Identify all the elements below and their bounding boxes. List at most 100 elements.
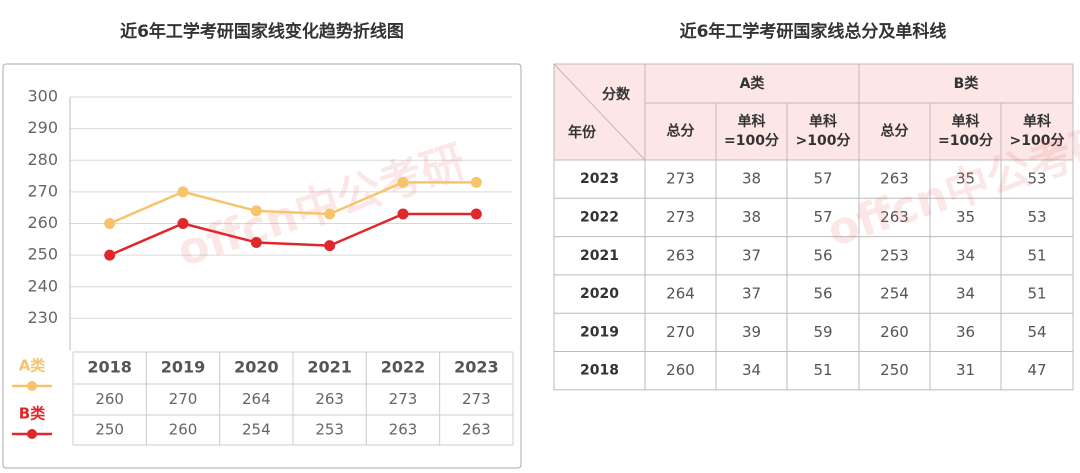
table-cell: 34 [956,246,975,264]
table-cell: 57 [813,208,832,226]
y-tick-label: 300 [27,87,58,106]
value-label: 253 [315,421,344,439]
x-tick-label: 2019 [161,358,206,377]
value-label: 250 [95,421,124,439]
data-point [397,176,409,188]
legend-label: B类 [19,405,46,423]
data-point [177,186,189,198]
table-cell: 57 [813,170,832,188]
table-cell: 263 [666,246,695,264]
y-tick-label: 270 [27,181,58,200]
table-cell: 253 [880,246,909,264]
value-label: 254 [242,421,271,439]
table-cell: 270 [666,323,695,341]
table-cell: 39 [742,323,761,341]
column-header: 单科 [952,113,980,130]
value-label: 263 [462,421,491,439]
x-tick-label: 2023 [454,358,499,377]
x-tick-label: 2018 [87,358,132,377]
series-line [109,181,477,225]
column-header: 总分 [881,123,909,140]
table-cell: 51 [1027,246,1046,264]
legend-marker [27,429,37,439]
x-tick-label: 2020 [234,358,279,377]
table-cell: 35 [956,170,975,188]
table-cell: 264 [666,285,695,303]
group-header: A类 [740,75,766,92]
y-tick-label: 230 [27,308,58,327]
y-tick-label: 240 [27,276,58,295]
value-label: 263 [389,421,418,439]
table-cell: 34 [742,361,761,379]
table-cell: 37 [742,246,761,264]
table-cell: 263 [880,170,909,188]
table-header-bg [554,64,1073,160]
data-point [324,240,336,252]
table-cell: 51 [813,361,832,379]
table-cell: 54 [1027,323,1046,341]
chart-frame [2,63,522,469]
table-cell: 35 [956,208,975,226]
table-cell: 53 [1027,170,1046,188]
table-cell: 59 [813,323,832,341]
data-point [177,218,189,229]
table-cell: 273 [666,170,695,188]
table-cell: 36 [956,323,975,341]
table-cell: 37 [742,285,761,303]
watermark: offcn中公考研 [171,136,471,277]
column-header: 总分 [667,123,695,140]
table-cell: 47 [1027,361,1046,379]
table-cell: 31 [956,361,975,379]
group-header: B类 [954,75,980,92]
y-tick-label: 290 [27,118,58,137]
data-point [470,176,482,188]
table-cell: 260 [666,361,695,379]
table-cell: 38 [742,170,761,188]
column-header: >100分 [1010,133,1065,149]
row-header: 2018 [580,363,619,379]
value-label: 273 [389,390,418,408]
value-label: 270 [169,390,198,408]
table-title: 近6年工学考研国家线总分及单科线 [680,21,947,42]
column-header: 单科 [1023,113,1051,130]
corner-diagonal [553,63,646,161]
table-cell: 273 [666,208,695,226]
row-header: 2023 [580,171,619,187]
y-tick-label: 280 [27,150,58,169]
table-cell: 56 [813,246,832,264]
value-label: 260 [95,390,124,408]
table-cell: 51 [1027,285,1046,303]
table-cell: 34 [956,285,975,303]
y-tick-label: 260 [27,213,58,232]
value-label: 264 [242,390,271,408]
series-line [109,212,477,257]
row-header: 2020 [580,286,619,302]
column-header: =100分 [938,133,993,149]
table-cell: 38 [742,208,761,226]
corner-top: 分数 [602,86,631,103]
data-point [397,208,409,220]
row-header: 2021 [580,248,619,264]
table-cell: 56 [813,285,832,303]
x-tick-label: 2021 [307,358,352,377]
table-cell: 263 [880,208,909,226]
data-point [104,218,116,229]
table-cell: 53 [1027,208,1046,226]
value-label: 260 [169,421,198,439]
value-label: 263 [315,390,344,408]
legend-marker [27,381,37,391]
row-header: 2019 [580,324,619,340]
value-label: 273 [462,390,491,408]
row-header: 2022 [580,209,619,225]
data-point [250,205,262,217]
column-header: 单科 [809,113,837,130]
data-point [470,208,482,220]
corner-bottom: 年份 [568,124,597,141]
chart-title: 近6年工学考研国家线变化趋势折线图 [120,21,404,42]
y-tick-label: 250 [27,245,58,264]
column-header: =100分 [724,133,779,149]
table-frame [553,63,1074,391]
x-tick-label: 2022 [381,358,426,377]
column-header: >100分 [796,133,851,149]
